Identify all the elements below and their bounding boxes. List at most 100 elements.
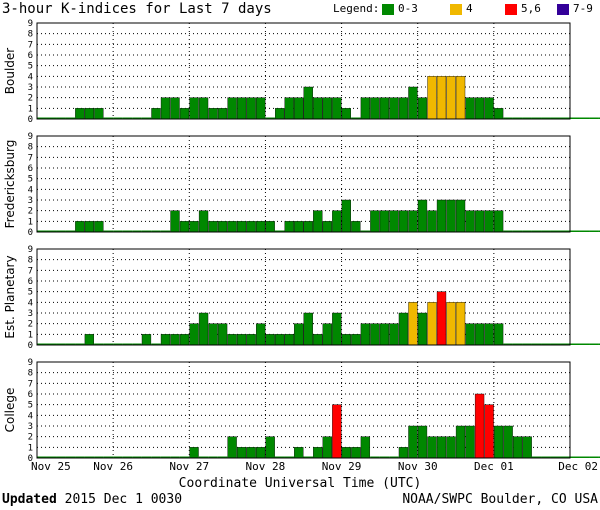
k-bar <box>313 334 323 346</box>
k-bar <box>179 456 190 458</box>
y-tick-label: 5 <box>28 288 33 298</box>
k-bar <box>341 108 351 120</box>
k-bar <box>503 117 513 119</box>
k-bar <box>351 117 361 119</box>
k-bar <box>208 323 218 346</box>
k-bar <box>360 230 371 232</box>
y-tick-label: 6 <box>28 390 33 400</box>
k-bar <box>417 425 428 459</box>
y-tick-label: 7 <box>28 266 33 276</box>
y-tick-label: 9 <box>28 358 33 368</box>
k-bar <box>141 230 152 232</box>
k-bar <box>84 221 95 233</box>
y-tick-label: 6 <box>28 277 33 287</box>
k-bar <box>189 97 199 120</box>
k-bar <box>465 323 475 346</box>
k-bar <box>46 343 57 345</box>
panel-frame <box>36 22 571 120</box>
k-bar <box>370 210 380 233</box>
k-bar <box>589 343 599 345</box>
y-tick-label: 9 <box>28 132 33 142</box>
k-bar <box>332 210 342 233</box>
k-bar <box>474 97 485 120</box>
k-bar <box>550 456 561 458</box>
k-bar <box>541 117 551 119</box>
panel-frame <box>36 361 571 459</box>
k-bar <box>579 230 590 232</box>
legend-swatch <box>557 3 569 15</box>
k-bar <box>170 456 180 458</box>
k-bar <box>484 404 494 459</box>
k-bar <box>65 230 76 232</box>
k-bar <box>189 323 199 346</box>
k-bar <box>589 117 599 119</box>
k-bar <box>408 210 418 233</box>
k-bar <box>227 334 237 346</box>
k-bar <box>503 425 513 459</box>
k-bar <box>370 323 380 346</box>
k-bar <box>56 230 66 232</box>
y-tick-label: 8 <box>28 143 33 153</box>
k-bar <box>503 343 513 345</box>
updated-label: Updated <box>2 492 57 507</box>
k-bar <box>598 456 600 458</box>
k-bar <box>522 230 532 232</box>
k-bar <box>236 221 247 233</box>
k-bar <box>465 210 475 233</box>
y-tick-label: 6 <box>28 51 33 61</box>
k-bar <box>284 456 294 458</box>
k-bar <box>465 97 475 120</box>
k-bar <box>151 343 161 345</box>
k-bar <box>46 117 57 119</box>
k-bar <box>351 221 361 233</box>
legend-label: Legend: <box>333 2 380 15</box>
k-bar <box>531 456 542 458</box>
k-bar <box>560 456 570 458</box>
k-bar <box>427 76 437 120</box>
k-bar <box>313 447 323 459</box>
k-bar <box>322 221 332 233</box>
k-bar <box>550 117 561 119</box>
k-bar <box>427 302 437 346</box>
k-bar <box>284 221 294 233</box>
y-tick-label: 1 <box>28 217 33 227</box>
k-bar <box>560 343 570 345</box>
k-bar <box>493 425 504 459</box>
k-bar <box>113 456 123 458</box>
k-bar <box>503 230 513 232</box>
legend-item-0-3: 0-3 <box>382 1 418 17</box>
k-bar <box>570 343 580 345</box>
k-bar <box>113 117 123 119</box>
x-tick-label: Nov 27 <box>169 460 209 473</box>
k-bar <box>294 447 304 459</box>
k-bar <box>446 436 456 459</box>
y-tick-label: 2 <box>28 433 33 443</box>
legend-item-label: 5,6 <box>521 2 541 15</box>
k-bar <box>465 425 475 459</box>
k-bar <box>160 97 171 120</box>
k-bar <box>94 343 104 345</box>
k-bar <box>217 456 228 458</box>
k-bar <box>84 334 95 346</box>
k-bar <box>170 334 180 346</box>
k-bar <box>512 436 523 459</box>
k-bar <box>227 221 237 233</box>
panel-frame <box>36 248 571 346</box>
k-bar <box>341 199 351 233</box>
k-bar <box>379 97 390 120</box>
k-bar <box>94 108 104 120</box>
k-bar <box>65 456 76 458</box>
k-bar <box>512 230 523 232</box>
k-bar <box>246 334 256 346</box>
k-bar <box>360 323 371 346</box>
k-bar <box>265 436 275 459</box>
k-bar <box>160 334 171 346</box>
legend-item-4: 4 <box>450 1 473 17</box>
k-bar <box>589 230 599 232</box>
k-bar <box>455 76 466 120</box>
y-tick-label: 4 <box>28 72 33 82</box>
k-bar <box>598 117 600 119</box>
panel-frame <box>36 135 571 233</box>
k-bar <box>541 230 551 232</box>
k-bar <box>579 456 590 458</box>
